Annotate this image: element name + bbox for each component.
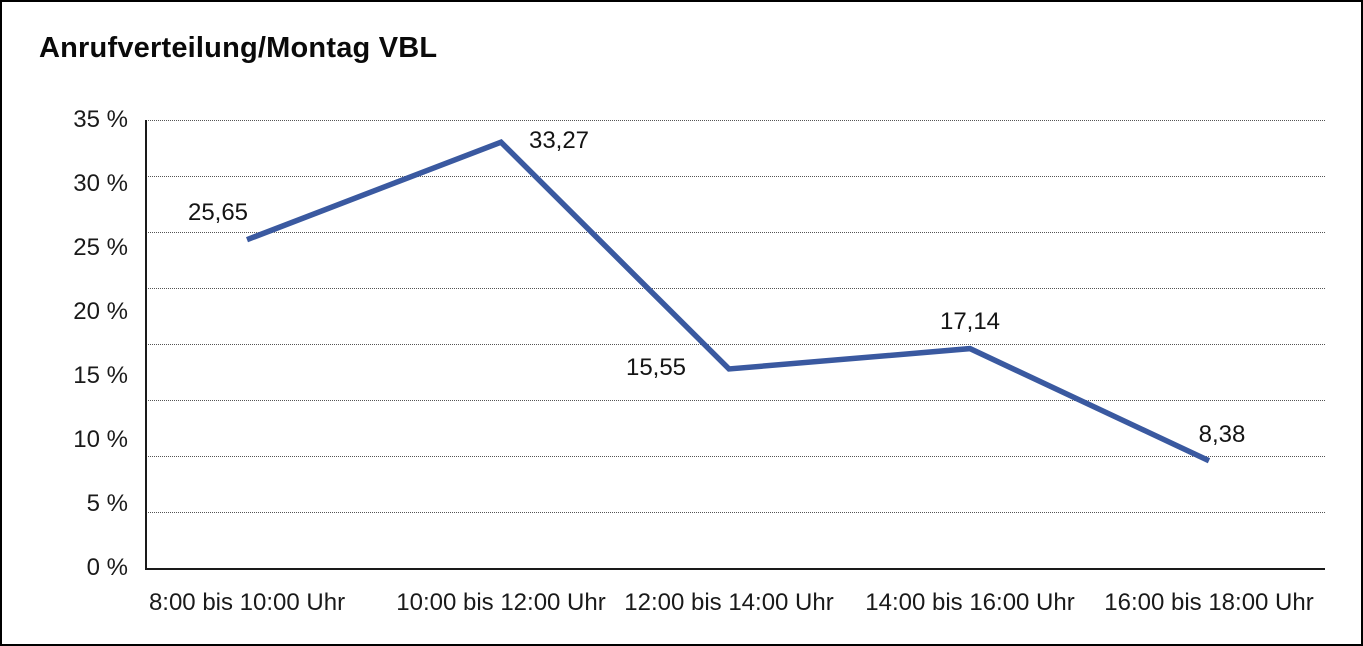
y-axis-tick-label: 5 % [86,490,128,517]
gridline [146,456,1325,457]
y-axis-tick-label: 20 % [73,298,128,325]
gridline [146,288,1325,289]
x-axis-tick-label: 8:00 bis 10:00 Uhr [148,589,346,616]
gridline [146,176,1325,177]
gridline [146,344,1325,345]
gridline [146,232,1325,233]
gridline [146,120,1325,121]
data-point-label: 8,38 [1198,420,1246,448]
x-axis-line [145,568,1325,570]
gridline [146,512,1325,513]
data-point-label: 17,14 [939,307,1001,335]
y-axis-tick-label: 25 % [73,234,128,261]
series-line [246,138,1211,464]
y-axis-line [145,120,147,570]
chart-title: Anrufverteilung/Montag VBL [39,32,438,64]
y-axis-tick-label: 10 % [73,426,128,453]
y-axis-tick-label: 30 % [73,170,128,197]
x-axis-tick-label: 12:00 bis 14:00 Uhr [624,589,834,616]
data-point-label: 33,27 [528,127,590,155]
data-point-label: 15,55 [625,353,687,381]
y-axis-tick-label: 15 % [73,362,128,389]
x-axis-tick-label: 10:00 bis 12:00 Uhr [396,589,606,616]
data-point-label: 25,65 [187,198,249,226]
y-axis-tick-label: 0 % [86,554,128,581]
gridline [146,400,1325,401]
x-axis-tick-label: 14:00 bis 16:00 Uhr [865,589,1075,616]
x-axis-tick-label: 16:00 bis 18:00 Uhr [1104,589,1314,616]
y-axis-tick-label: 35 % [73,106,128,133]
